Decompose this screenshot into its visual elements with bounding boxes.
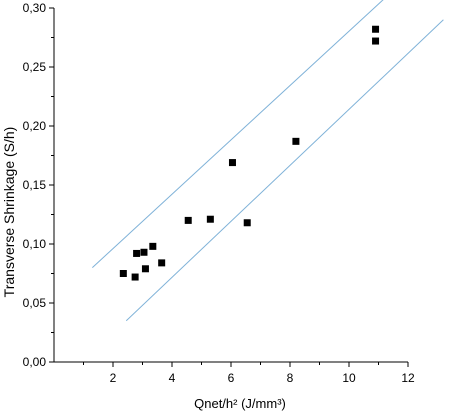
data-points xyxy=(119,25,380,281)
y-tick-label: 0,25 xyxy=(23,60,47,74)
data-point xyxy=(372,25,380,33)
data-point xyxy=(292,137,300,145)
data-point xyxy=(243,219,251,227)
y-tick-label: 0,20 xyxy=(23,119,47,133)
data-point xyxy=(149,242,157,250)
data-point xyxy=(228,159,236,167)
data-point xyxy=(372,37,380,45)
y-tick-label: 0,15 xyxy=(23,178,47,192)
data-point xyxy=(158,259,166,267)
y-tick-label: 0,10 xyxy=(23,237,47,251)
y-tick-label: 0,00 xyxy=(23,355,47,369)
x-tick-label: 12 xyxy=(401,371,415,385)
bound-lines xyxy=(92,0,444,322)
x-tick-label: 2 xyxy=(110,371,117,385)
y-tick-label: 0,05 xyxy=(23,296,47,310)
data-point xyxy=(184,216,192,224)
x-tick-label: 6 xyxy=(228,371,235,385)
y-tick-label: 0,30 xyxy=(23,1,47,15)
y-axis-label: Transverse Shrinkage (S/h) xyxy=(1,127,17,298)
tick-labels: 0,00 0,05 0,10 0,15 0,20 0,25 0,30 2 4 6 8 10 12 xyxy=(23,1,415,385)
x-tick-label: 8 xyxy=(287,371,294,385)
data-point xyxy=(131,273,139,281)
x-axis-label: Qnet/h² (J/mm³) xyxy=(194,396,286,411)
axes xyxy=(49,7,409,367)
data-point xyxy=(133,249,141,257)
upper-bound-line xyxy=(92,0,384,268)
data-point xyxy=(140,248,148,256)
data-point xyxy=(141,265,149,273)
data-point xyxy=(119,270,127,277)
x-tick-label: 10 xyxy=(342,371,356,385)
x-tick-label: 4 xyxy=(169,371,176,385)
data-point xyxy=(206,215,214,223)
lower-bound-line xyxy=(125,19,444,322)
